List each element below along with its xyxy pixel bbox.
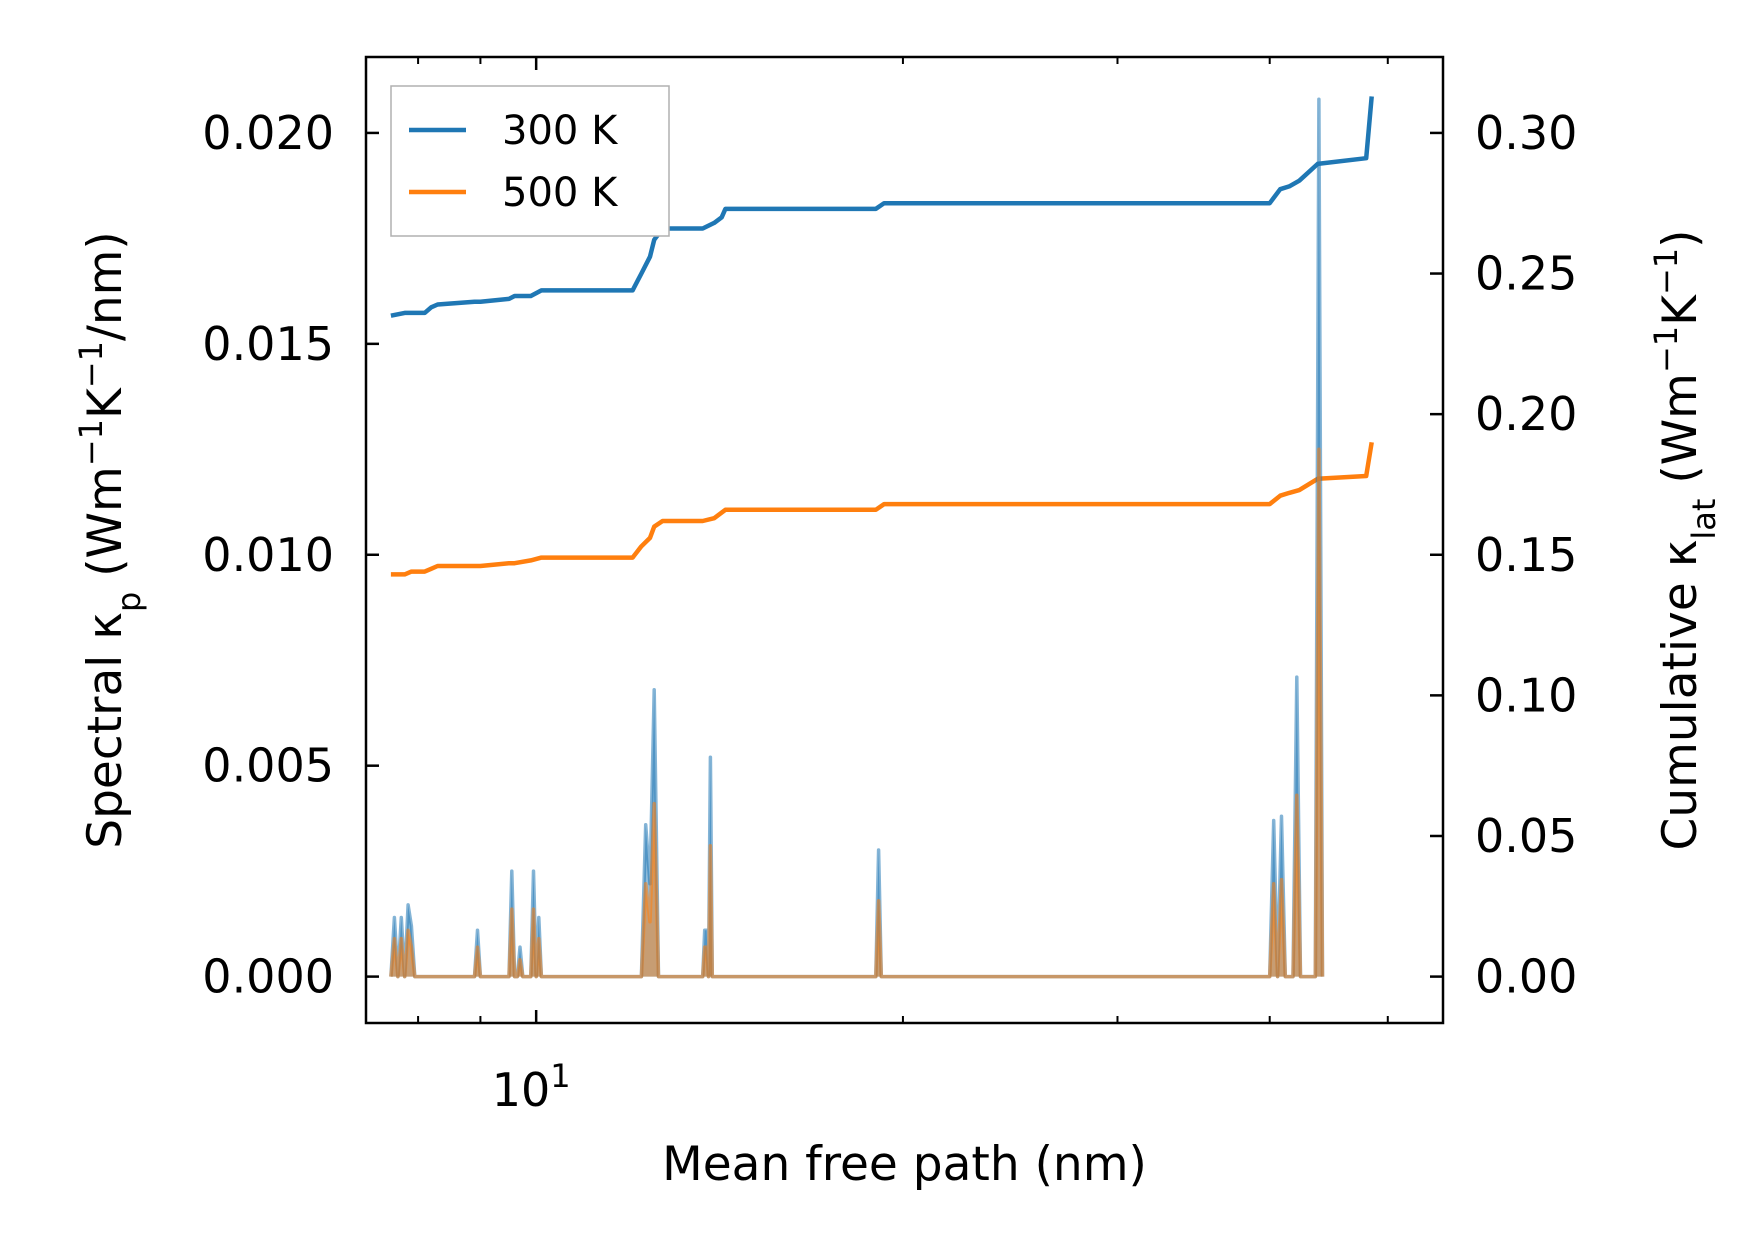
- y-left-mid: K: [78, 387, 133, 419]
- y-left-tick-label-1: 0.005: [202, 739, 334, 793]
- y-left-sup1: −1: [72, 419, 110, 466]
- y-left-tick-label-4: 0.020: [202, 106, 334, 160]
- y-left-suffix: (Wm: [78, 466, 133, 592]
- cumulative-line-1: [390, 441, 1374, 577]
- y-right-tick-label-1: 0.05: [1475, 809, 1577, 863]
- x-tick-label-exponent: 1: [550, 1057, 570, 1095]
- spectral-area-3: [390, 449, 1323, 977]
- axis-ticks-layer: 0.000 0.005 0.010 0.015 0.020 0.00 0.05 0.10 0.1…: [202, 57, 1577, 1117]
- y-left-tick-label-2: 0.010: [202, 528, 334, 582]
- legend-label-500k: 500 K: [502, 170, 619, 216]
- y-right-tick-label-2: 0.10: [1475, 668, 1577, 722]
- y-right-sup1: −1: [1647, 326, 1685, 373]
- y-axis-right-title: Cumulative κlat (Wm−1K−1): [1647, 229, 1723, 850]
- y-right-tick-label-3: 0.15: [1475, 528, 1577, 582]
- x-axis-title: Mean free path (nm): [662, 1137, 1147, 1192]
- x-tick-label-0: 101: [492, 1057, 571, 1117]
- spectral-line-3: [389, 447, 1325, 979]
- y-right-tick-label-5: 0.25: [1475, 247, 1577, 301]
- y-left-tick-label-3: 0.015: [202, 317, 334, 371]
- y-left-prefix: Spectral κ: [78, 612, 133, 849]
- y-left-tick-label-0: 0.000: [202, 950, 334, 1004]
- y-right-mid: K: [1653, 294, 1708, 326]
- y-left-sub: p: [110, 592, 148, 612]
- y-right-sup2: −1: [1647, 248, 1685, 295]
- y-left-end: /nm): [78, 231, 133, 341]
- y-right-suffix: (Wm: [1653, 373, 1708, 499]
- y-right-tick-label-6: 0.30: [1475, 106, 1577, 160]
- y-right-tick-label-4: 0.20: [1475, 387, 1577, 441]
- y-right-prefix: Cumulative κ: [1653, 540, 1708, 851]
- y-right-sub: lat: [1685, 499, 1723, 540]
- legend-label-300k: 300 K: [502, 108, 619, 154]
- y-right-end: ): [1653, 229, 1708, 247]
- series-lines-layer: [389, 96, 1374, 979]
- cumulative-line-0: [390, 96, 1374, 318]
- y-right-tick-label-0: 0.00: [1475, 950, 1577, 1004]
- legend: 300 K 500 K: [390, 85, 670, 237]
- y-axis-left-title: Spectral κp (Wm−1K−1/nm): [72, 231, 148, 848]
- y-left-sup2: −1: [72, 341, 110, 388]
- plot-frame: [364, 55, 1445, 1025]
- legend-box: [390, 85, 670, 237]
- x-tick-label-base: 10: [492, 1063, 551, 1117]
